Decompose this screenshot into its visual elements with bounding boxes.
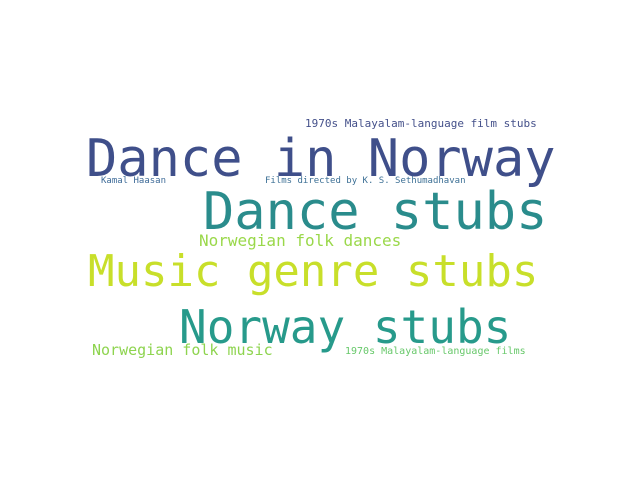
word-norway-stubs: Norway stubs	[179, 300, 512, 354]
word-norwegian-folk-music: Norwegian folk music	[92, 341, 273, 359]
word-films-directed-by-sethumadhavan: Films directed by K. S. Sethumadhavan	[265, 176, 466, 186]
word-dance-stubs: Dance stubs	[203, 182, 548, 242]
word-1970s-malayalam-films: 1970s Malayalam-language films	[345, 346, 526, 357]
word-norwegian-folk-dances: Norwegian folk dances	[199, 231, 402, 250]
word-dance-in-norway: Dance in Norway	[86, 129, 556, 189]
word-kamal-haasan: Kamal Haasan	[101, 176, 167, 186]
word-music-genre-stubs: Music genre stubs	[88, 246, 539, 297]
word-1970s-malayalam-film-stubs: 1970s Malayalam-language film stubs	[305, 117, 537, 130]
